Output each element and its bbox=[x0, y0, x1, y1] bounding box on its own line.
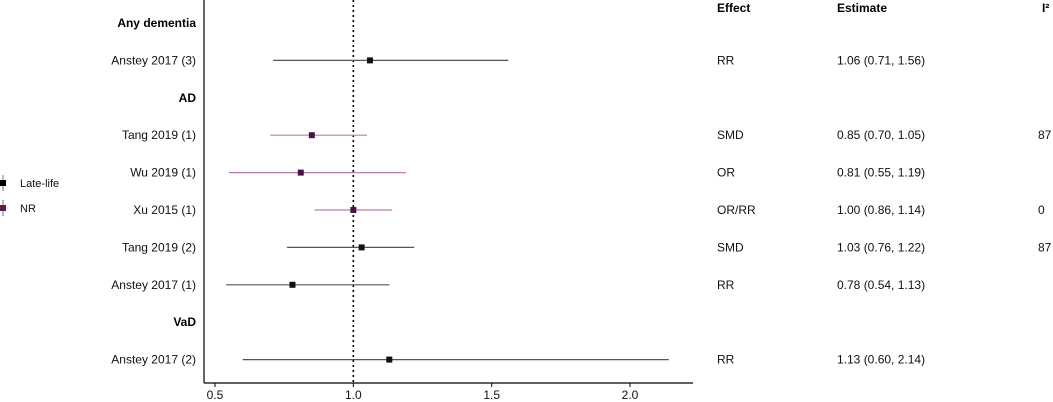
point-estimate bbox=[297, 169, 304, 176]
group-label: AD bbox=[179, 91, 197, 105]
point-estimate bbox=[289, 281, 296, 288]
x-tick-label: 1.5 bbox=[483, 388, 500, 402]
x-tick-label: 2.0 bbox=[622, 388, 639, 402]
i2-header: I² bbox=[1042, 1, 1049, 15]
row-labels: Any dementia Anstey 2017 (3) AD Tang 2019 (… bbox=[111, 16, 196, 367]
effect-cell: RR bbox=[717, 278, 735, 292]
group-label: VaD bbox=[173, 315, 196, 329]
plot-area bbox=[226, 0, 669, 383]
effect-header: Effect bbox=[717, 1, 750, 15]
estimate-cell: 1.00 (0.86, 1.14) bbox=[837, 203, 925, 217]
point-estimate bbox=[308, 132, 315, 139]
estimate-cell: 1.03 (0.76, 1.22) bbox=[837, 240, 925, 254]
x-tick-label: 0.5 bbox=[207, 388, 224, 402]
effect-cell: SMD bbox=[717, 240, 744, 254]
estimate-cell: 1.06 (0.71, 1.56) bbox=[837, 53, 925, 67]
legend-label: Late-life bbox=[20, 178, 59, 190]
effect-cell: OR bbox=[717, 166, 735, 180]
legend: Late-life NR bbox=[0, 175, 59, 216]
estimate-cell: 0.81 (0.55, 1.19) bbox=[837, 166, 925, 180]
point-estimate bbox=[366, 57, 373, 64]
estimate-cell: 0.78 (0.54, 1.13) bbox=[837, 278, 925, 292]
i2-cell: 0 bbox=[1038, 203, 1045, 217]
legend-label: NR bbox=[20, 203, 36, 215]
i2-cell: 87 bbox=[1038, 240, 1052, 254]
effect-cell: RR bbox=[717, 53, 735, 67]
effect-cell: SMD bbox=[717, 128, 744, 142]
study-label: Tang 2019 (2) bbox=[122, 240, 196, 254]
point-estimate bbox=[358, 244, 365, 251]
estimate-cell: 1.13 (0.60, 2.14) bbox=[837, 353, 925, 367]
study-label: Anstey 2017 (1) bbox=[111, 278, 196, 292]
x-tick-label: 1.0 bbox=[345, 388, 362, 402]
point-estimate bbox=[350, 207, 357, 213]
study-label: Anstey 2017 (2) bbox=[111, 353, 196, 367]
effect-cell: RR bbox=[717, 353, 735, 367]
study-label: Anstey 2017 (3) bbox=[111, 53, 196, 67]
estimate-header: Estimate bbox=[837, 1, 887, 15]
x-axis: 0.5 1.0 1.5 2.0 bbox=[203, 0, 693, 402]
study-label: Tang 2019 (1) bbox=[122, 128, 196, 142]
point-estimate bbox=[386, 356, 393, 363]
i2-cell: 87 bbox=[1038, 128, 1052, 142]
legend-key-marker bbox=[0, 180, 6, 186]
effect-cell: OR/RR bbox=[717, 203, 756, 217]
legend-key-marker bbox=[0, 205, 6, 211]
estimate-cell: 0.85 (0.70, 1.05) bbox=[837, 128, 925, 142]
estimate-table: Effect Estimate I² RR 1.06 (0.71, 1.56) SMD 0.… bbox=[717, 1, 1052, 367]
study-label: Wu 2019 (1) bbox=[130, 166, 196, 180]
group-label: Any dementia bbox=[117, 16, 196, 30]
study-label: Xu 2015 (1) bbox=[133, 203, 196, 217]
